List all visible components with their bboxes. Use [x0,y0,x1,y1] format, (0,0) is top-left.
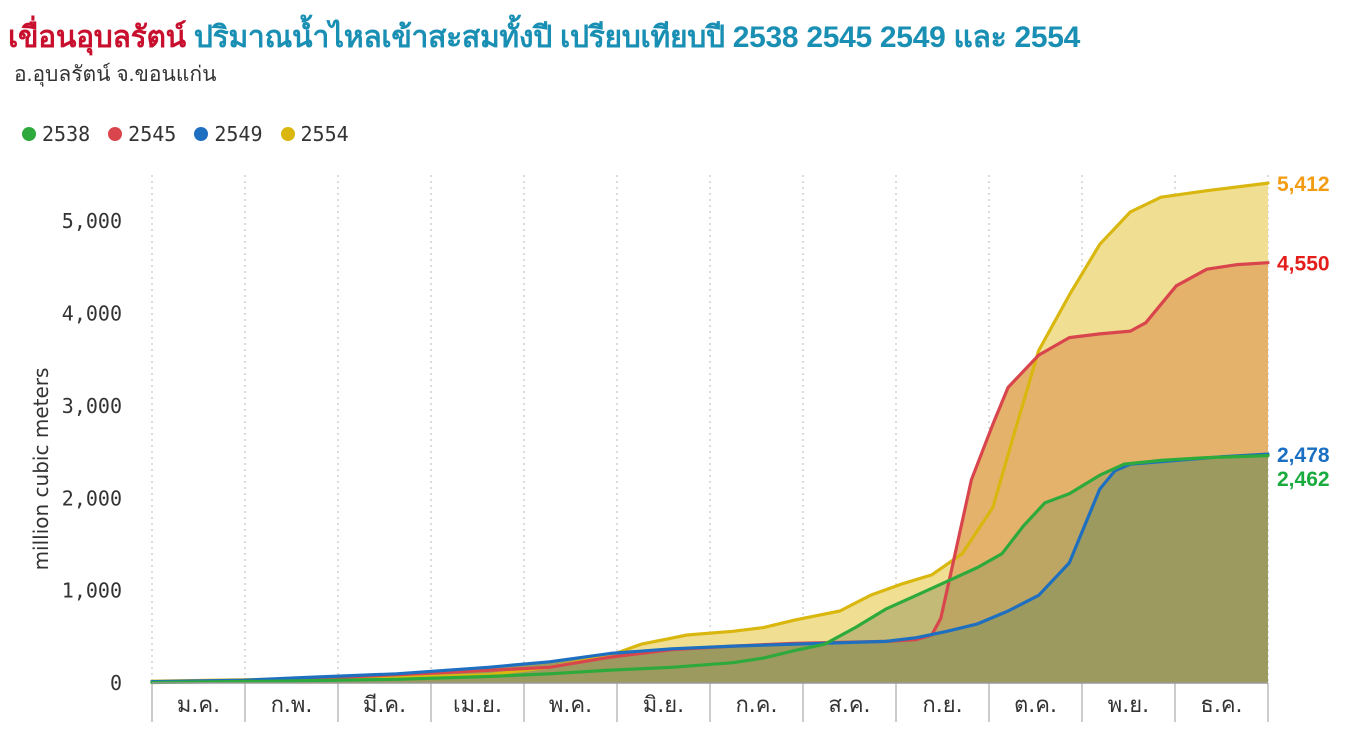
y-tick-label: 4,000 [62,302,122,326]
x-tick-label: เม.ย. [453,693,502,718]
legend-label-2554: 2554 [300,122,349,146]
legend-dot-2554 [280,127,295,141]
x-tick-label: มิ.ย. [643,693,684,718]
y-tick-label: 0 [110,671,122,695]
end-label-2554: 5,412 [1277,173,1330,196]
chart-title-rest: ปริมาณน้ำไหลเข้าสะสมทั้งปี เปรียบเทียบปี… [193,21,1081,54]
legend-label-2545: 2545 [128,122,177,146]
x-tick-label: พ.ย. [1108,693,1149,718]
series-line-2545 [150,261,1270,684]
end-label-2549: 2,478 [1277,444,1330,467]
x-tick-label: ต.ค. [1014,693,1057,718]
x-tick-label: ก.ย. [922,693,962,718]
legend-dot-2549 [194,127,209,141]
series-line-2538 [150,454,1270,685]
x-tick-label: ม.ค. [177,693,220,718]
legend-label-2549: 2549 [214,122,263,146]
x-tick-label: ธ.ค. [1200,693,1242,718]
end-label-2538: 2,462 [1277,468,1330,491]
chart-subtitle: อ.อุบลรัตน์ จ.ขอนแก่น [14,63,217,86]
series-line-2549 [150,452,1270,684]
legend-item-2545[interactable]: 2545 [108,122,176,146]
chart-title-dam: เขื่อนอุบลรัตน์ [8,21,186,54]
x-tick-label: ส.ค. [828,693,870,718]
x-tick-label: ก.ค. [735,693,777,718]
legend-dot-2538 [22,127,36,141]
x-tick-label: ก.พ. [271,693,313,718]
y-axis-title: million cubic meters [29,368,53,571]
legend-dot-2545 [108,127,123,141]
chart-title: เขื่อนอุบลรัตน์ ปริมาณน้ำไหลเข้าสะสมทั้ง… [8,14,1080,61]
legend-item-2538[interactable]: 2538 [22,122,90,146]
y-tick-label: 5,000 [62,209,122,233]
x-tick-label: พ.ค. [549,693,592,718]
y-tick-label: 3,000 [62,394,122,418]
legend-item-2554[interactable]: 2554 [280,122,349,146]
y-tick-label: 2,000 [62,486,122,510]
y-tick-label: 1,000 [62,579,122,603]
x-tick-label: มี.ค. [363,693,406,718]
chart-legend: 2538 2545 2549 2554 [22,122,349,146]
series-line-2554 [150,181,1270,683]
area-2538 [152,455,1268,683]
legend-label-2538: 2538 [42,122,91,146]
end-label-2545: 4,550 [1277,253,1330,276]
legend-item-2549[interactable]: 2549 [194,122,263,146]
